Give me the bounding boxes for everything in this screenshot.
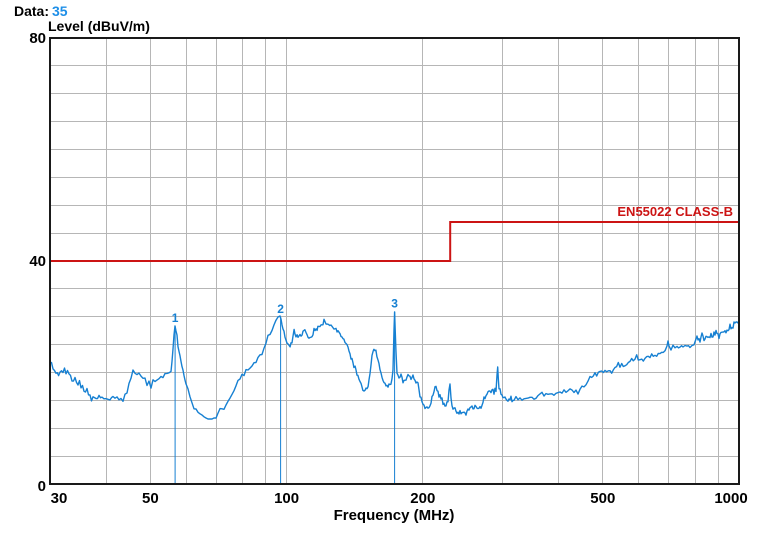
- y-axis-title: Level (dBuV/m): [48, 18, 150, 34]
- limit-line-group: [50, 221, 739, 262]
- x-tick-label: 1000: [714, 490, 747, 507]
- y-tick-label: 80: [29, 30, 46, 47]
- y-tick-label: 0: [38, 478, 46, 495]
- peak-marker-label: 2: [277, 302, 284, 316]
- x-tick-label: 30: [51, 490, 68, 507]
- x-tick-label: 500: [590, 490, 615, 507]
- peak-marker-label: 1: [172, 311, 179, 325]
- data-label: Data:: [14, 3, 49, 19]
- measurement-trace: [49, 311, 740, 420]
- x-tick-label: 100: [274, 490, 299, 507]
- x-axis-ticks: 30 50 100 200 500 1000: [51, 490, 748, 507]
- peak-marker-label: 3: [391, 297, 398, 311]
- limit-line: [50, 221, 739, 262]
- plot-border: [49, 37, 740, 485]
- y-axis-ticks: 0 40 80: [29, 30, 46, 495]
- data-value: 35: [52, 3, 68, 19]
- trace-group: [49, 311, 740, 420]
- y-tick-label: 40: [29, 253, 46, 270]
- x-axis-title: Frequency (MHz): [334, 507, 455, 524]
- peak-markers: 1 2 3: [172, 297, 398, 484]
- chart-header: Data: 35 Level (dBuV/m): [14, 3, 150, 34]
- x-tick-label: 50: [142, 490, 159, 507]
- x-tick-label: 200: [410, 490, 435, 507]
- limit-line-label: EN55022 CLASS-B: [617, 204, 733, 219]
